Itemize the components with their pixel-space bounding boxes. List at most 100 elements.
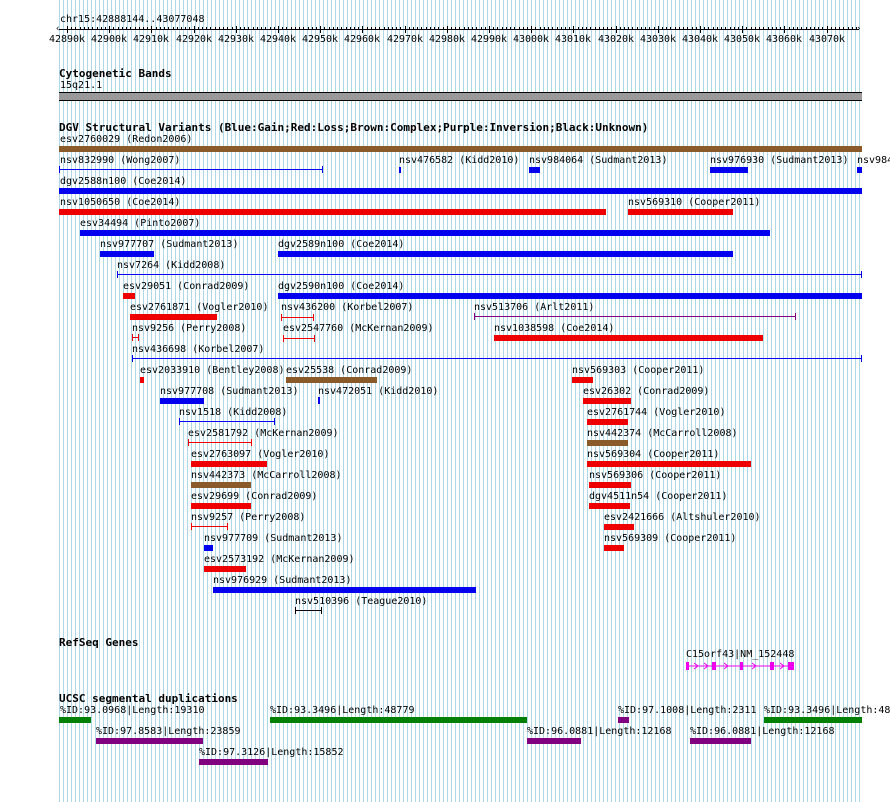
segdup-feature-label[interactable]: %ID:97.8583|Length:23859: [96, 726, 241, 737]
dgv-track-title[interactable]: DGV Structural Variants (Blue:Gain;Red:L…: [59, 121, 649, 134]
dgv-feature-label[interactable]: esv2761871 (Vogler2010): [130, 302, 269, 313]
segdup-feature-label[interactable]: %ID:97.3126|Length:15852: [199, 747, 344, 758]
dgv-feature-line[interactable]: [188, 442, 252, 443]
dgv-feature-label[interactable]: esv2763097 (Vogler2010): [191, 449, 330, 460]
dgv-feature-bar[interactable]: [604, 545, 624, 551]
dgv-feature-label[interactable]: esv2421666 (Altshuler2010): [604, 512, 761, 523]
dgv-feature-label[interactable]: nsv569309 (Cooper2011): [604, 533, 737, 544]
dgv-feature-bar[interactable]: [80, 230, 770, 236]
dgv-feature-bar[interactable]: [191, 503, 251, 509]
dgv-feature-label[interactable]: nsv569303 (Cooper2011): [572, 365, 705, 376]
dgv-feature-line[interactable]: [191, 526, 228, 527]
dgv-feature-label[interactable]: esv2547760 (McKernan2009): [283, 323, 434, 334]
segdup-track-title[interactable]: UCSC segmental duplications: [59, 692, 238, 705]
dgv-feature-label[interactable]: dgv2588n100 (Coe2014): [60, 176, 187, 187]
segdup-feature-bar[interactable]: [690, 738, 751, 744]
dgv-feature-label[interactable]: nsv513706 (Arlt2011): [474, 302, 595, 313]
dgv-feature-bar[interactable]: [583, 398, 631, 404]
dgv-feature-line[interactable]: [474, 316, 796, 317]
segdup-feature-bar[interactable]: [618, 717, 629, 723]
dgv-feature-label[interactable]: nsv472051 (Kidd2010): [318, 386, 439, 397]
segdup-feature-bar[interactable]: [59, 717, 91, 723]
refseq-gene-model[interactable]: [682, 658, 802, 674]
dgv-feature-bar[interactable]: [100, 251, 154, 257]
dgv-feature-line[interactable]: [132, 358, 862, 359]
dgv-feature-label[interactable]: nsv832990 (Wong2007): [60, 155, 181, 166]
dgv-feature-bar[interactable]: [278, 251, 733, 257]
dgv-feature-bar[interactable]: [286, 377, 377, 383]
dgv-feature-line[interactable]: [295, 610, 322, 611]
dgv-feature-bar[interactable]: [587, 419, 628, 425]
dgv-feature-label[interactable]: nsv436698 (Korbel2007): [132, 344, 265, 355]
dgv-feature-label[interactable]: esv29699 (Conrad2009): [191, 491, 318, 502]
dgv-feature-bar[interactable]: [59, 209, 606, 215]
dgv-feature-line[interactable]: [281, 317, 314, 318]
dgv-feature-label[interactable]: nsv984064 (Sudmant2013): [529, 155, 668, 166]
dgv-feature-label[interactable]: nsv7264 (Kidd2008): [117, 260, 226, 271]
dgv-feature-bar[interactable]: [572, 377, 593, 383]
dgv-feature-label[interactable]: nsv476582 (Kidd2010): [399, 155, 520, 166]
dgv-feature-label[interactable]: dgv4511n54 (Cooper2011): [589, 491, 728, 502]
dgv-feature-bar[interactable]: [213, 587, 476, 593]
dgv-feature-bar[interactable]: [628, 209, 733, 215]
segdup-feature-label[interactable]: %ID:93.3496|Length:48779: [270, 705, 415, 716]
refseq-track-title[interactable]: RefSeq Genes: [59, 636, 139, 649]
dgv-feature-label[interactable]: nsv442373 (McCarroll2008): [191, 470, 342, 481]
dgv-feature-label[interactable]: nsv569310 (Cooper2011): [628, 197, 761, 208]
refseq-gene-label[interactable]: C15orf43|NM_152448: [686, 649, 795, 660]
dgv-feature-line[interactable]: [117, 274, 862, 275]
dgv-feature-label[interactable]: esv2761744 (Vogler2010): [587, 407, 726, 418]
dgv-feature-bar[interactable]: [123, 293, 135, 299]
dgv-feature-label[interactable]: esv29051 (Conrad2009): [123, 281, 250, 292]
dgv-feature-label[interactable]: nsv569304 (Cooper2011): [587, 449, 720, 460]
segdup-feature-bar[interactable]: [764, 717, 862, 723]
dgv-feature-bar[interactable]: [399, 167, 401, 173]
dgv-feature-label[interactable]: nsv976929 (Sudmant2013): [213, 575, 352, 586]
dgv-feature-line[interactable]: [59, 169, 323, 170]
dgv-feature-line[interactable]: [179, 421, 275, 422]
dgv-feature-bar[interactable]: [710, 167, 748, 173]
dgv-feature-bar[interactable]: [857, 167, 862, 173]
dgv-feature-label[interactable]: nsv569306 (Cooper2011): [589, 470, 722, 481]
dgv-feature-bar[interactable]: [587, 440, 628, 446]
dgv-feature-label[interactable]: nsv9256 (Perry2008): [132, 323, 247, 334]
dgv-feature-bar[interactable]: [587, 461, 751, 467]
dgv-feature-label[interactable]: nsv9257 (Perry2008): [191, 512, 306, 523]
dgv-feature-label[interactable]: nsv1050650 (Coe2014): [60, 197, 181, 208]
dgv-feature-bar[interactable]: [589, 482, 631, 488]
cytoband-band[interactable]: [59, 92, 862, 101]
dgv-feature-bar[interactable]: [140, 377, 144, 383]
dgv-feature-label[interactable]: nsv510396 (Teague2010): [295, 596, 428, 607]
dgv-feature-bar[interactable]: [529, 167, 540, 173]
dgv-feature-bar[interactable]: [278, 293, 862, 299]
dgv-feature-bar[interactable]: [59, 146, 862, 152]
dgv-feature-label[interactable]: nsv976930 (Sudmant2013): [710, 155, 849, 166]
dgv-feature-bar[interactable]: [130, 314, 217, 320]
dgv-feature-bar[interactable]: [59, 188, 862, 194]
dgv-feature-bar[interactable]: [204, 566, 246, 572]
dgv-feature-label[interactable]: dgv2590n100 (Coe2014): [278, 281, 405, 292]
segdup-feature-label[interactable]: %ID:93.0968|Length:19310: [60, 705, 205, 716]
dgv-feature-label[interactable]: nsv442374 (McCarroll2008): [587, 428, 738, 439]
dgv-feature-label[interactable]: dgv2589n100 (Coe2014): [278, 239, 405, 250]
dgv-feature-label[interactable]: nsv984: [857, 155, 890, 166]
dgv-feature-bar[interactable]: [191, 461, 267, 467]
dgv-feature-label[interactable]: esv26302 (Conrad2009): [583, 386, 710, 397]
dgv-feature-bar[interactable]: [160, 398, 204, 404]
cytoband-track-title[interactable]: Cytogenetic Bands: [59, 67, 172, 80]
dgv-feature-line[interactable]: [132, 337, 139, 338]
segdup-feature-label[interactable]: %ID:93.3496|Length:48: [764, 705, 890, 716]
dgv-feature-line[interactable]: [283, 338, 315, 339]
segdup-feature-bar[interactable]: [527, 738, 581, 744]
dgv-feature-label[interactable]: nsv1518 (Kidd2008): [179, 407, 288, 418]
dgv-feature-label[interactable]: esv2033910 (Bentley2008): [140, 365, 285, 376]
dgv-feature-label[interactable]: nsv977709 (Sudmant2013): [204, 533, 343, 544]
dgv-feature-label[interactable]: esv2760029 (Redon2006): [60, 134, 193, 145]
segdup-feature-label[interactable]: %ID:97.1008|Length:2311: [618, 705, 757, 716]
dgv-feature-label[interactable]: esv2581792 (McKernan2009): [188, 428, 339, 439]
dgv-feature-label[interactable]: nsv1038598 (Coe2014): [494, 323, 615, 334]
dgv-feature-bar[interactable]: [494, 335, 763, 341]
dgv-feature-label[interactable]: nsv977708 (Sudmant2013): [160, 386, 299, 397]
segdup-feature-label[interactable]: %ID:96.0881|Length:12168: [690, 726, 835, 737]
